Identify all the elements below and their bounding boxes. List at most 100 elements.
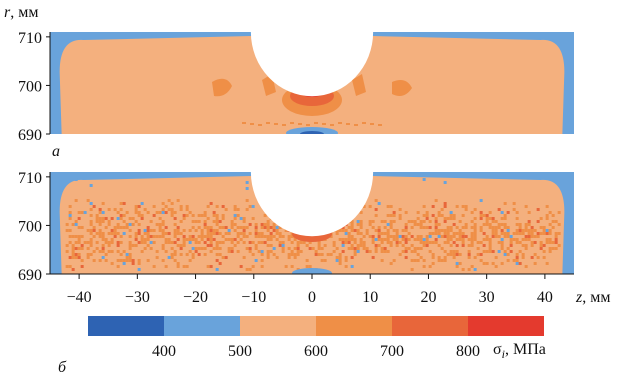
- stress-speckle: [110, 262, 114, 265]
- stress-speckle: [461, 244, 465, 247]
- stress-speckle: [359, 241, 363, 244]
- stress-speckle: [329, 235, 333, 238]
- stress-speckle: [404, 211, 408, 214]
- stress-speckle: [341, 238, 345, 241]
- stress-speckle: [101, 235, 105, 238]
- stress-speckle-low: [428, 235, 432, 238]
- stress-speckle: [182, 241, 186, 244]
- stress-speckle: [407, 220, 411, 223]
- stress-speckle: [422, 214, 426, 217]
- stress-speckle: [203, 235, 207, 238]
- stress-speckle: [113, 235, 117, 238]
- stress-speckle: [260, 259, 264, 262]
- stress-speckle: [443, 259, 447, 262]
- stress-speckle: [347, 232, 351, 235]
- stress-speckle: [491, 226, 495, 229]
- stress-speckle-low: [422, 238, 426, 241]
- stress-speckle: [449, 226, 453, 229]
- stress-speckle: [557, 223, 561, 226]
- stress-speckle: [110, 238, 114, 241]
- stress-speckle: [77, 226, 81, 229]
- stress-speckle-low: [449, 211, 453, 214]
- stress-speckle: [191, 256, 195, 259]
- stress-speckle: [248, 205, 252, 208]
- stress-speckle: [485, 217, 489, 220]
- stress-speckle: [245, 199, 249, 202]
- bottom-speckle: [242, 122, 246, 124]
- stress-speckle: [347, 247, 351, 250]
- stress-speckle: [524, 247, 528, 250]
- stress-speckle: [245, 247, 249, 250]
- stress-speckle: [470, 235, 474, 238]
- stress-speckle: [260, 253, 264, 256]
- stress-speckle: [68, 241, 72, 244]
- bottom-speckle: [314, 122, 318, 124]
- stress-speckle: [83, 241, 87, 244]
- stress-speckle: [521, 253, 525, 256]
- stress-speckle: [350, 220, 354, 223]
- stress-speckle: [539, 241, 543, 244]
- stress-speckle: [410, 226, 414, 229]
- stress-speckle: [98, 259, 102, 262]
- stress-speckle: [236, 232, 240, 235]
- stress-speckle: [254, 235, 258, 238]
- stress-speckle: [512, 208, 516, 211]
- stress-speckle: [548, 232, 552, 235]
- stress-speckle: [143, 208, 147, 211]
- stress-speckle: [509, 250, 513, 253]
- stress-speckle: [248, 223, 252, 226]
- stress-speckle: [389, 241, 393, 244]
- stress-speckle: [215, 244, 219, 247]
- stress-speckle: [173, 217, 177, 220]
- stress-speckle: [119, 253, 123, 256]
- stress-speckle: [173, 235, 177, 238]
- stress-speckle: [161, 223, 165, 226]
- stress-speckle: [173, 223, 177, 226]
- colorbar-tick-label: 600: [304, 343, 328, 360]
- stress-speckle: [92, 229, 96, 232]
- stress-speckle: [218, 220, 222, 223]
- stress-speckle: [350, 226, 354, 229]
- stress-speckle: [167, 241, 171, 244]
- bottom-speckle: [362, 122, 366, 124]
- stress-speckle: [104, 217, 108, 220]
- stress-speckle: [92, 205, 96, 208]
- stress-speckle: [137, 211, 141, 214]
- stress-speckle-low: [455, 262, 459, 265]
- stress-speckle: [371, 235, 375, 238]
- stress-speckle: [404, 223, 408, 226]
- stress-speckle: [116, 226, 120, 229]
- stress-speckle: [416, 223, 420, 226]
- stress-speckle: [416, 259, 420, 262]
- stress-speckle: [200, 232, 204, 235]
- stress-speckle: [467, 250, 471, 253]
- stress-speckle: [92, 250, 96, 253]
- stress-speckle: [248, 250, 252, 253]
- stress-speckle: [164, 241, 168, 244]
- stress-speckle: [539, 247, 543, 250]
- stress-speckle: [269, 232, 273, 235]
- stress-speckle: [101, 250, 105, 253]
- stress-speckle: [110, 250, 114, 253]
- stress-speckle: [392, 229, 396, 232]
- stress-speckle: [398, 253, 402, 256]
- stress-speckle: [455, 238, 459, 241]
- stress-speckle: [449, 238, 453, 241]
- stress-speckle: [521, 238, 525, 241]
- stress-speckle: [389, 220, 393, 223]
- stress-speckle: [254, 223, 258, 226]
- stress-speckle: [425, 217, 429, 220]
- stress-speckle: [263, 235, 267, 238]
- stress-speckle: [266, 250, 270, 253]
- stress-speckle: [428, 241, 432, 244]
- stress-speckle: [350, 238, 354, 241]
- stress-speckle: [164, 232, 168, 235]
- stress-speckle: [164, 226, 168, 229]
- stress-speckle: [359, 211, 363, 214]
- stress-speckle: [386, 229, 390, 232]
- stress-speckle: [224, 232, 228, 235]
- stress-speckle: [236, 235, 240, 238]
- stress-speckle: [182, 214, 186, 217]
- colorbar-bin: [240, 316, 316, 336]
- stress-speckle: [281, 235, 285, 238]
